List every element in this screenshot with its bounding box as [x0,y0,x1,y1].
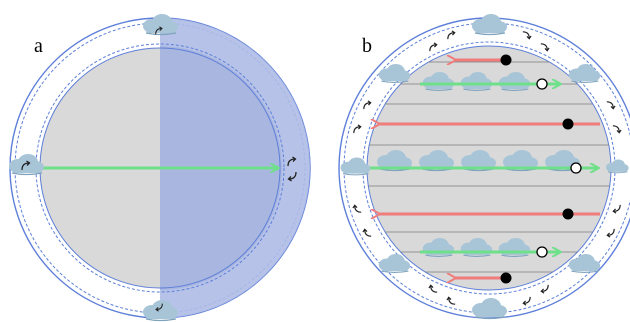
open-circle-icon [536,78,548,90]
cloud-band-lower [422,237,531,258]
cloud-icon [471,13,508,36]
cloud-band-upper [422,71,531,91]
filled-circle-icon [562,118,574,130]
filled-circle-icon [562,208,574,220]
cloud-icon [142,13,179,36]
open-circle-icon [536,246,548,258]
panel-b: b [338,13,630,320]
panel-a: a [8,13,311,322]
panel-b-label: b [362,35,372,57]
open-circle-icon [570,162,582,174]
filled-circle-icon [500,54,512,66]
panel-a-label: a [34,35,43,57]
filled-circle-icon [500,272,512,284]
inner-ring-dashed [35,43,285,293]
